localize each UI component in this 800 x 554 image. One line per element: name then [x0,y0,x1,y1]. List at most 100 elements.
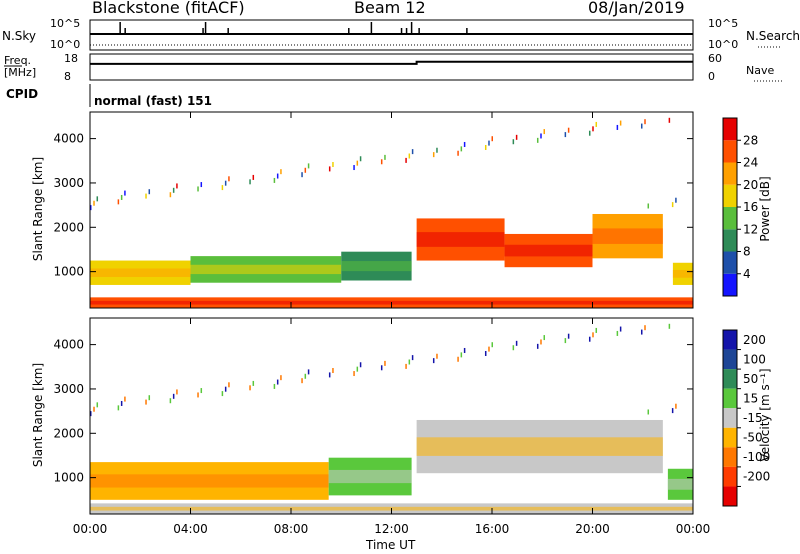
scatter-point [224,386,227,392]
colorbar-segment [723,207,737,230]
colorbar-tick-label: 8 [743,245,751,259]
scatter-point [273,177,276,183]
scatter-point [172,393,175,399]
scatter-point [145,193,147,199]
y-tick-label: 4000 [53,338,84,352]
scatter-point [488,140,490,146]
scatter-point [457,356,459,362]
date-title: 08/Jan/2019 [588,0,685,17]
data-band-core [667,478,693,490]
scatter-point [249,385,251,391]
scatter-point [93,406,95,412]
x-tick-label: 08:00 [274,522,309,536]
freq-panel [4,53,782,82]
power-colorbar: 4 8 12 16 20 24 28 [722,117,758,297]
freq-label-2: [MHz] [4,66,37,79]
scatter-point [675,403,677,409]
scatter-point [491,342,493,348]
data-band-core [672,269,693,278]
scatter-point [117,405,120,411]
colorbar-segment [723,427,737,448]
x-tick-label: 16:00 [475,522,510,536]
data-band-core [328,469,412,484]
nsearch-tick-bottom: 10^0 [708,38,739,51]
scatter-point [276,379,279,385]
colorbar-segment [723,447,737,467]
scatter-point [172,187,175,193]
colorbar-segment [723,184,737,207]
scatter-point [408,359,411,365]
x-tick-label: 12:00 [374,522,409,536]
scatter-point [304,167,307,173]
scatter-point [411,149,414,155]
scatter-point [488,346,490,352]
scatter-point [512,345,515,351]
y-tick-label: 1000 [53,265,84,279]
scatter-point [512,139,515,145]
y-tick-label: 1000 [53,471,84,485]
data-band-core [416,437,663,456]
x-tick-label: 04:00 [173,522,208,536]
noise-spikes [119,22,468,34]
x-axis: 00:00 04:00 08:00 12:00 16:00 20:00 00:00 [73,112,710,536]
colorbar-tick-label: 15 [743,391,758,405]
scatter-point [380,159,383,165]
cpid-mode: normal (fast) 151 [94,94,212,108]
colorbar-segment [723,330,737,350]
scatter-point [200,388,203,394]
scatter-point [567,333,570,339]
nave-tick-bottom: 0 [708,70,715,83]
data-band-core [341,261,412,272]
scatter-point [176,389,178,395]
scatter-point [304,373,307,379]
colorbar-segment [723,273,737,296]
freq-frame [89,53,694,81]
scatter-point [484,350,487,356]
colorbar-segment [723,369,737,389]
x-tick-label: 20:00 [575,522,610,536]
y-tick-label: 4000 [53,132,84,146]
nsky-label: N.Sky [2,29,37,43]
scatter-point [384,154,386,160]
colorbar-segment [723,408,737,428]
scatter-point [668,323,671,329]
scatter-point [169,192,172,198]
scatter-point [595,327,598,333]
scatter-point [93,200,95,206]
scatter-point [515,134,518,140]
colorbar-tick-label: -200 [743,470,770,484]
scatter-point [332,162,334,168]
scatter-point [307,163,310,169]
scatter-point [221,185,224,191]
colorbar-tick-label: -15 [743,411,763,425]
scatter-point [588,130,591,136]
scatter-point [405,157,407,163]
colorbar-tick-label: 20 [743,178,758,192]
scatter-point [280,375,282,381]
scatter-point [564,132,567,138]
scatter-point [671,408,674,414]
scatter-point [460,146,463,152]
nave-tick-top: 60 [708,52,722,65]
scatter-point [120,400,123,406]
velocity-ylabel: Slant Range [km] [31,362,45,468]
scatter-point [640,329,643,335]
power-panel: 1000 2000 3000 4000 [53,111,694,309]
colorbar-tick-label: 28 [743,133,758,147]
colorbar-segment [723,388,737,409]
y-tick-label: 2000 [53,426,84,440]
scatter-point [515,340,518,346]
scatter-point [252,380,255,386]
scatter-point [536,137,539,143]
scatter-point [384,360,386,366]
scatter-point [148,395,151,401]
scatter-point [224,180,227,186]
scatter-point [647,203,650,209]
data-band-core [504,244,593,257]
data-band-core [190,264,342,275]
scatter-point [252,174,255,180]
scatter-point [273,383,276,389]
scatter-point [380,365,383,371]
scatter-point [436,147,438,153]
scatter-point [356,366,359,372]
